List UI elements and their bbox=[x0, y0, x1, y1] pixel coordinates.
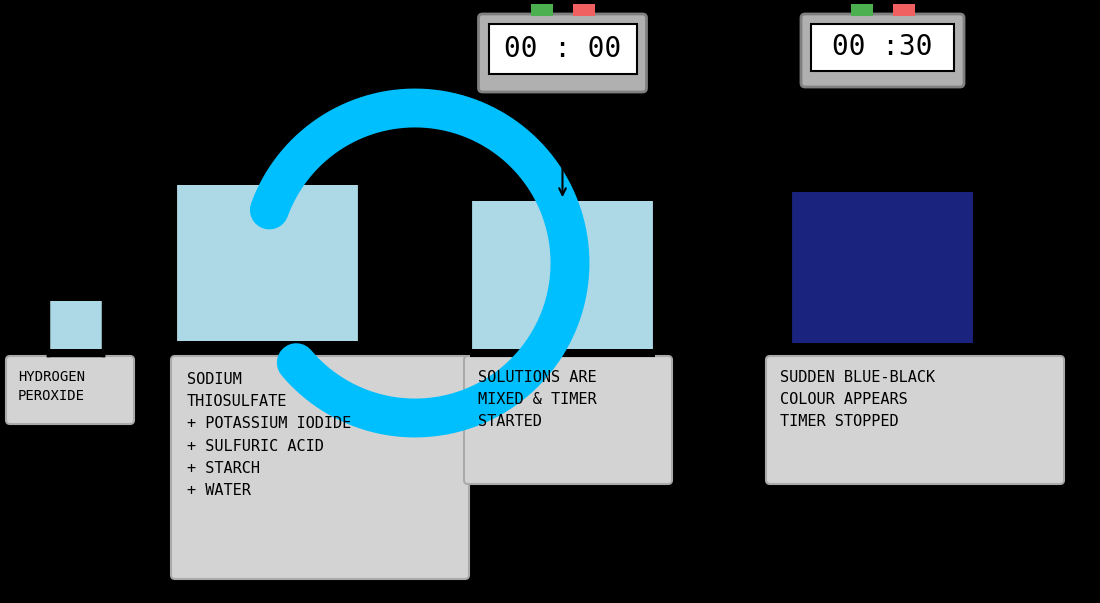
Bar bbox=[530, 4, 552, 16]
FancyBboxPatch shape bbox=[170, 356, 469, 579]
Bar bbox=[572, 4, 594, 16]
Text: SODIUM
THIOSULFATE
+ POTASSIUM IODIDE
+ SULFURIC ACID
+ STARCH
+ WATER: SODIUM THIOSULFATE + POTASSIUM IODIDE + … bbox=[187, 372, 351, 498]
Bar bbox=[850, 4, 872, 16]
Text: HYDROGEN
PEROXIDE: HYDROGEN PEROXIDE bbox=[18, 370, 85, 403]
FancyBboxPatch shape bbox=[766, 356, 1064, 484]
Polygon shape bbox=[470, 201, 654, 349]
Polygon shape bbox=[175, 185, 360, 341]
Text: 00 : 00: 00 : 00 bbox=[504, 35, 621, 63]
Bar bbox=[811, 24, 954, 71]
FancyBboxPatch shape bbox=[6, 356, 134, 424]
Bar bbox=[892, 4, 914, 16]
Bar bbox=[488, 24, 637, 74]
Polygon shape bbox=[790, 192, 975, 343]
FancyBboxPatch shape bbox=[464, 356, 672, 484]
Text: SUDDEN BLUE-BLACK
COLOUR APPEARS
TIMER STOPPED: SUDDEN BLUE-BLACK COLOUR APPEARS TIMER S… bbox=[780, 370, 935, 429]
Text: SOLUTIONS ARE
MIXED & TIMER
STARTED: SOLUTIONS ARE MIXED & TIMER STARTED bbox=[478, 370, 596, 429]
FancyBboxPatch shape bbox=[801, 14, 964, 87]
Polygon shape bbox=[48, 301, 103, 349]
Text: 00 :30: 00 :30 bbox=[833, 33, 933, 62]
FancyBboxPatch shape bbox=[478, 14, 647, 92]
